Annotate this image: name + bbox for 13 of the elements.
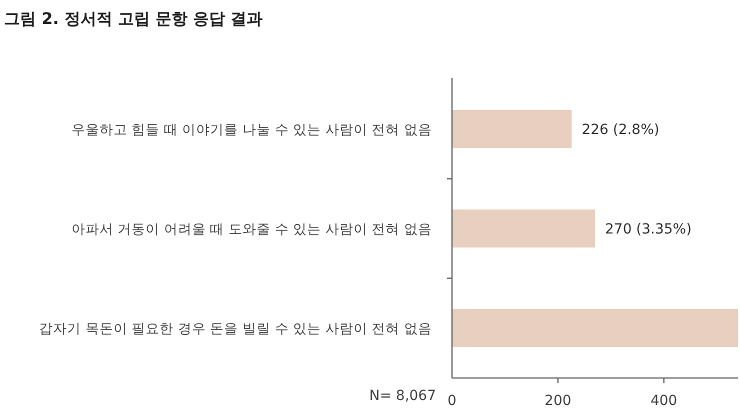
x-tick-label: 400 — [650, 393, 678, 409]
text: N= 8,067 — [369, 388, 436, 404]
y-tick-label: 갑자기 목돈이 필요한 경우 돈을 빌릴 수 있는 사람이 전혀 없음 — [39, 321, 432, 337]
bar — [452, 110, 572, 148]
y-tick-label: 아파서 거동이 어려울 때 도와줄 수 있는 사람이 전혀 없음 — [71, 222, 432, 238]
x-tick-label: 200 — [544, 393, 572, 409]
text: 그림 2. 정서적 고립 문항 응답 결과 — [4, 9, 263, 28]
data-label: 226 (2.8%) — [582, 122, 660, 138]
data-label: 270 (3.35%) — [605, 222, 692, 238]
x-tick-label: 0 — [448, 393, 456, 409]
y-tick-label: 우울하고 힘들 때 이야기를 나눌 수 있는 사람이 전혀 없음 — [71, 122, 432, 138]
bar — [452, 210, 595, 248]
bar — [452, 309, 738, 347]
